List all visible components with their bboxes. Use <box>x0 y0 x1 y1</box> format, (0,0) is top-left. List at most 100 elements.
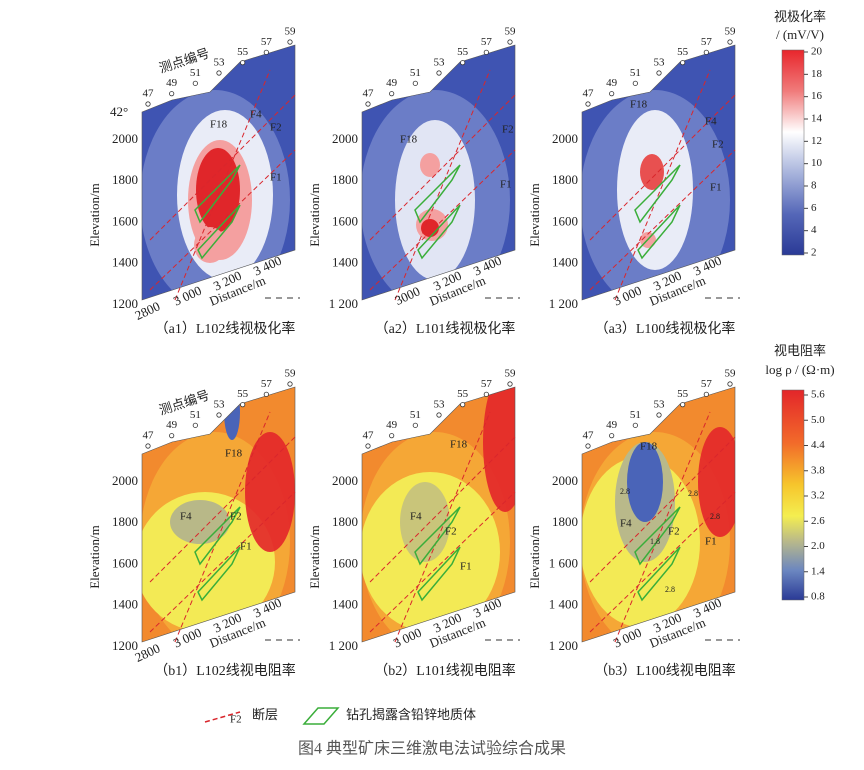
fault-label: F2 <box>270 122 282 134</box>
fault-label: F4 <box>410 511 422 523</box>
station-number: 47 <box>583 88 595 100</box>
y-tick-label: 2000 <box>112 473 138 488</box>
ore-body <box>194 506 241 566</box>
station-number: 49 <box>166 77 178 89</box>
anomaly <box>640 154 664 190</box>
fault-label: F2 <box>230 511 242 523</box>
station-marker <box>412 80 418 86</box>
station-number: 57 <box>701 36 713 48</box>
anomaly <box>245 432 295 552</box>
y-axis-label: Elevation/m <box>527 183 542 247</box>
colorbar-tick-label: 18 <box>811 68 823 80</box>
y-tick-label: 2000 <box>552 131 578 146</box>
legend-body: 钻孔揭露含铅锌地质体 <box>346 707 476 722</box>
colorbars: 视极化率 / (mV/V) 视电阻率 log ρ / (Ω·m) 20 18 16 1… <box>765 9 834 603</box>
station-number: 53 <box>654 57 666 69</box>
station-number: 51 <box>410 67 421 79</box>
contour-label: 1.8 <box>650 537 660 546</box>
station-number: 59 <box>505 368 517 380</box>
station-number: 53 <box>214 57 226 69</box>
colorbar-tick-label: 2.0 <box>811 540 825 552</box>
angle-label: 42° <box>110 104 128 119</box>
ore-body <box>197 546 241 602</box>
station-marker <box>609 91 615 97</box>
y-tick-label: 2000 <box>112 131 138 146</box>
fault-label: F1 <box>705 536 717 548</box>
anomaly <box>698 427 735 537</box>
panel-caption: （b3）L100线视电阻率 <box>594 662 736 679</box>
y-tick-label: 1800 <box>332 514 358 529</box>
station-marker <box>727 381 733 387</box>
station-number: 55 <box>677 388 689 400</box>
fault-line <box>174 69 271 301</box>
station-number: 53 <box>434 57 446 69</box>
colorbar-title: 视极化率 <box>774 9 826 24</box>
y-tick-label: 1800 <box>112 172 138 187</box>
panel: 47 49 51 53 55 57 59 2000 1800 1600 1400 1 200 Eleva… <box>527 26 740 337</box>
y-tick-label: 2000 <box>552 473 578 488</box>
fault-label: F4 <box>180 511 192 523</box>
anomalies <box>582 427 735 642</box>
fault-line <box>589 436 736 583</box>
y-tick-label: 1600 <box>552 213 578 228</box>
station-number: 59 <box>285 26 297 38</box>
ore-body <box>414 506 461 566</box>
ore-body <box>417 204 461 260</box>
y-tick-label: 1800 <box>552 514 578 529</box>
y-tick-label: 2000 <box>332 131 358 146</box>
legend: F2 断层 钻孔揭露含铅锌地质体 <box>204 707 476 726</box>
fault-label: F4 <box>250 109 262 121</box>
station-marker <box>365 443 371 449</box>
station-marker <box>436 70 442 76</box>
station-marker <box>412 422 418 428</box>
panel-caption: （b2）L101线视电阻率 <box>374 662 516 679</box>
station-label: 测点编号 <box>157 387 211 417</box>
station-marker <box>632 422 638 428</box>
station-marker <box>609 433 615 439</box>
anomalies <box>362 387 515 642</box>
station-marker <box>169 91 175 97</box>
station-number: 47 <box>363 430 375 442</box>
station-marker <box>240 402 246 408</box>
y-axis-label: Elevation/m <box>527 525 542 589</box>
fault-label: F2 <box>668 526 680 538</box>
panel-caption: （a1）L102线视极化率 <box>155 320 296 337</box>
station-number: 49 <box>386 419 398 431</box>
station-number: 57 <box>481 36 493 48</box>
station-number: 55 <box>457 388 469 400</box>
station-marker <box>145 101 151 107</box>
fault-line <box>614 69 711 301</box>
station-number: 59 <box>505 26 517 38</box>
contour-label: 2.8 <box>710 512 720 521</box>
colorbar-unit: / (mV/V) <box>776 27 824 42</box>
station-number: 55 <box>677 46 689 58</box>
fault-label: F18 <box>450 439 468 451</box>
station-marker <box>656 70 662 76</box>
ore-body <box>417 546 461 602</box>
station-number: 57 <box>481 378 493 390</box>
anomalies <box>142 387 295 642</box>
station-marker <box>263 391 269 397</box>
panel: 47 49 51 53 55 57 59 2000 1800 1600 1400 1 200 Eleva… <box>307 368 520 679</box>
colorbar-tick-label: 2 <box>811 247 817 259</box>
fault-line <box>149 436 296 583</box>
station-marker <box>703 49 709 55</box>
station-number: 59 <box>725 26 737 38</box>
fault-line <box>394 411 491 643</box>
station-number: 51 <box>630 67 641 79</box>
station-number: 55 <box>237 388 249 400</box>
station-marker <box>169 433 175 439</box>
colorbar <box>781 49 805 256</box>
colorbar-tick-label: 14 <box>811 113 823 125</box>
y-tick-label: 1800 <box>552 172 578 187</box>
station-marker <box>145 443 151 449</box>
colorbar-tick-label: 20 <box>811 46 823 58</box>
station-marker <box>680 402 686 408</box>
station-number: 55 <box>457 46 469 58</box>
station-number: 53 <box>654 399 666 411</box>
fault-line <box>174 411 271 643</box>
ore-body <box>197 204 241 260</box>
panels: 47 49 51 53 55 57 59 测点编号 42° 2000 1800 1600 1400 120… <box>87 26 740 679</box>
station-number: 49 <box>166 419 178 431</box>
